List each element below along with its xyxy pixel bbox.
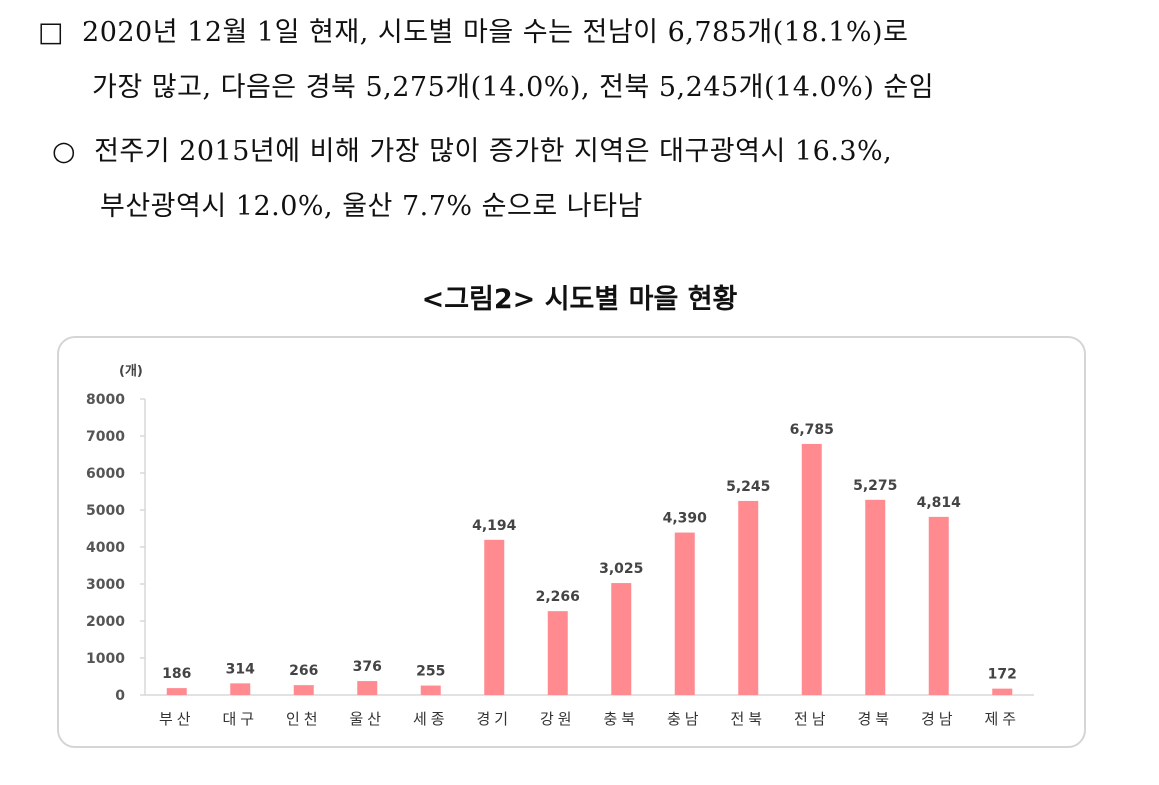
x-tick-label: 인천 bbox=[286, 710, 322, 728]
x-tick-label: 강원 bbox=[540, 710, 576, 728]
figure-title: <그림2> 시도별 마을 현황 bbox=[421, 284, 738, 315]
x-tick-label: 부산 bbox=[159, 710, 195, 728]
bar-경기 bbox=[484, 539, 505, 695]
y-tick-label: 5000 bbox=[86, 503, 125, 519]
bar-충북 bbox=[611, 583, 632, 695]
data-label: 255 bbox=[416, 664, 445, 680]
y-tick-label: 3000 bbox=[86, 577, 125, 593]
bar-부산 bbox=[166, 688, 187, 695]
chart-container: 0 1000 2000 3000 4000 5000 6000 7000 8000 (개) 186… bbox=[57, 336, 1086, 748]
data-label: 172 bbox=[988, 667, 1017, 683]
bar-대구 bbox=[230, 683, 251, 695]
x-tick-label: 충남 bbox=[667, 710, 703, 728]
data-label: 6,785 bbox=[790, 422, 834, 438]
bar-제주 bbox=[992, 688, 1013, 695]
data-label: 4,814 bbox=[917, 495, 962, 511]
y-tick-label: 0 bbox=[115, 688, 125, 704]
y-tick-label: 1000 bbox=[86, 651, 125, 667]
square-bullet-icon: □ bbox=[38, 17, 65, 48]
bar-전북 bbox=[738, 500, 759, 695]
bar-세종 bbox=[420, 685, 441, 695]
paragraph-2-text-1: 전주기 2015년에 비해 가장 많이 증가한 지역은 대구광역시 16.3%, bbox=[94, 136, 893, 167]
data-label: 266 bbox=[289, 663, 318, 679]
bar-강원 bbox=[547, 611, 568, 695]
data-label: 5,245 bbox=[726, 479, 770, 495]
paragraph-2-line-1: ○ 전주기 2015년에 비해 가장 많이 증가한 지역은 대구광역시 16.3%… bbox=[52, 133, 892, 171]
bar-인천 bbox=[293, 685, 314, 695]
y-tick-label: 4000 bbox=[86, 540, 125, 556]
bar-경남 bbox=[928, 516, 949, 695]
x-tick-label: 울산 bbox=[349, 710, 385, 728]
y-axis-unit-label: (개) bbox=[119, 364, 143, 379]
paragraph-1-line-1: □ 2020년 12월 1일 현재, 시도별 마을 수는 전남이 6,785개(1… bbox=[38, 14, 908, 52]
y-tick-label: 6000 bbox=[86, 466, 125, 482]
x-tick-label: 전북 bbox=[730, 710, 766, 728]
paragraph-2-line-2: 부산광역시 12.0%, 울산 7.7% 순으로 나타남 bbox=[100, 191, 643, 222]
bar-충남 bbox=[674, 532, 695, 695]
data-label: 376 bbox=[353, 659, 382, 675]
x-tick-label: 전남 bbox=[794, 710, 830, 728]
bar-전남 bbox=[801, 443, 822, 695]
x-tick-label: 경기 bbox=[476, 710, 512, 728]
y-tick-label: 7000 bbox=[86, 429, 125, 445]
data-label: 186 bbox=[162, 666, 191, 682]
x-tick-label: 경북 bbox=[857, 710, 893, 728]
data-label: 314 bbox=[226, 661, 255, 677]
bar-경북 bbox=[865, 499, 886, 695]
x-tick-label: 세종 bbox=[413, 710, 449, 728]
bar-chart: 0 1000 2000 3000 4000 5000 6000 7000 8000 (개) 186… bbox=[86, 364, 1034, 728]
x-tick-label: 경남 bbox=[921, 710, 957, 728]
data-label: 5,275 bbox=[853, 478, 897, 494]
x-tick-label: 제주 bbox=[984, 710, 1020, 728]
y-tick-label: 8000 bbox=[86, 392, 125, 408]
paragraph-1-line-2: 가장 많고, 다음은 경북 5,275개(14.0%), 전북 5,245개(1… bbox=[92, 72, 935, 103]
data-label: 4,390 bbox=[663, 511, 708, 527]
x-tick-label: 충북 bbox=[603, 710, 639, 728]
data-label: 4,194 bbox=[472, 518, 517, 534]
circle-bullet-icon: ○ bbox=[52, 136, 77, 167]
paragraph-1-text-1: 2020년 12월 1일 현재, 시도별 마을 수는 전남이 6,785개(18… bbox=[82, 17, 909, 48]
x-tick-label: 대구 bbox=[222, 710, 258, 728]
data-label: 3,025 bbox=[599, 561, 643, 577]
bar-울산 bbox=[357, 681, 378, 695]
y-tick-label: 2000 bbox=[86, 614, 125, 630]
data-label: 2,266 bbox=[536, 589, 580, 605]
